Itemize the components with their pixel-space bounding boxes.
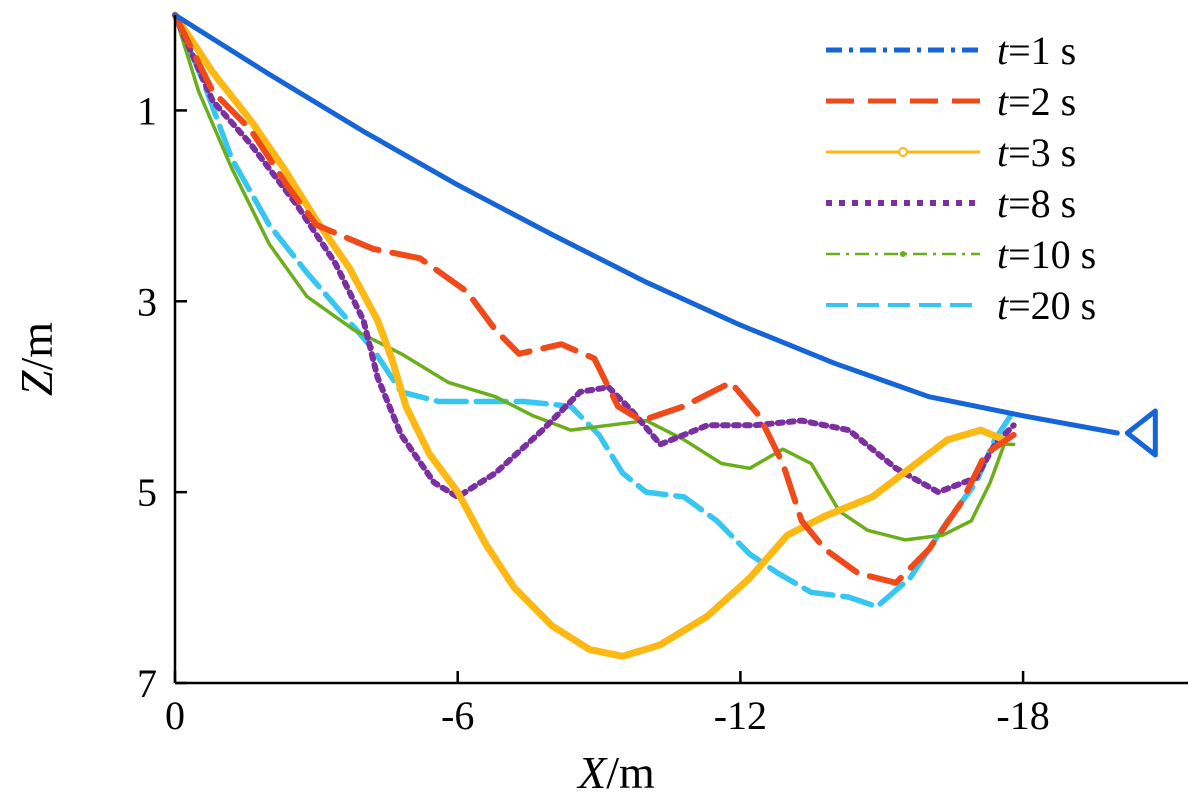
x-tick-label: -6 [441,693,474,738]
plot-area [171,11,1158,660]
y-tick-label: 5 [137,470,157,515]
x-tick-label: -12 [714,693,767,738]
x-tick-label: -18 [996,693,1049,738]
y-axis-unit: m [11,322,62,358]
legend-label-var: t [997,283,1009,328]
x-tick-label: 0 [165,693,185,738]
legend-label: t=1 s [997,28,1076,73]
y-tick-label: 3 [137,279,157,324]
series-line-2s [172,12,1017,586]
legend-label-rest: =8 s [1008,181,1076,226]
legend-label: t=3 s [997,130,1076,175]
y-axis-slash: / [11,357,62,370]
legend-label-var: t [997,232,1009,277]
series-line-10s [173,13,1016,542]
legend-label-rest: =10 s [1008,232,1096,277]
x-axis-title: X/m [576,747,655,798]
y-ticks: 1 3 5 7 [137,88,187,706]
x-axis-var: X [576,747,608,798]
legend-label-var: t [997,28,1009,73]
series-line-8s [172,12,1017,500]
series-line-20s [172,12,1017,610]
y-axis-var: Z [11,370,62,396]
legend-marker [898,147,908,157]
legend-label-rest: =3 s [1008,130,1076,175]
legend-label: t=8 s [997,181,1076,226]
x-axis-slash: / [606,747,619,798]
legend-label: t=20 s [997,283,1096,328]
legend: t=1 st=2 st=3 st=8 st=10 st=20 s [826,28,1096,328]
legend-label-var: t [997,181,1009,226]
legend-label-rest: =2 s [1008,79,1076,124]
legend-marker [900,251,906,257]
y-tick-label: 1 [137,88,157,133]
series-line-3s [171,11,1008,660]
legend-label: t=10 s [997,232,1096,277]
series-line-1s [172,12,1120,436]
legend-label-var: t [997,79,1009,124]
end-marker-triangle [1124,408,1158,458]
legend-label: t=2 s [997,79,1076,124]
legend-label-rest: =20 s [1008,283,1096,328]
y-tick-label: 7 [137,661,157,706]
x-ticks: 0 -6 -12 -18 [165,671,1050,738]
legend-label-rest: =1 s [1008,28,1076,73]
y-axis-title: Z/m [11,322,62,396]
legend-label-var: t [997,130,1009,175]
x-axis-unit: m [619,747,655,798]
